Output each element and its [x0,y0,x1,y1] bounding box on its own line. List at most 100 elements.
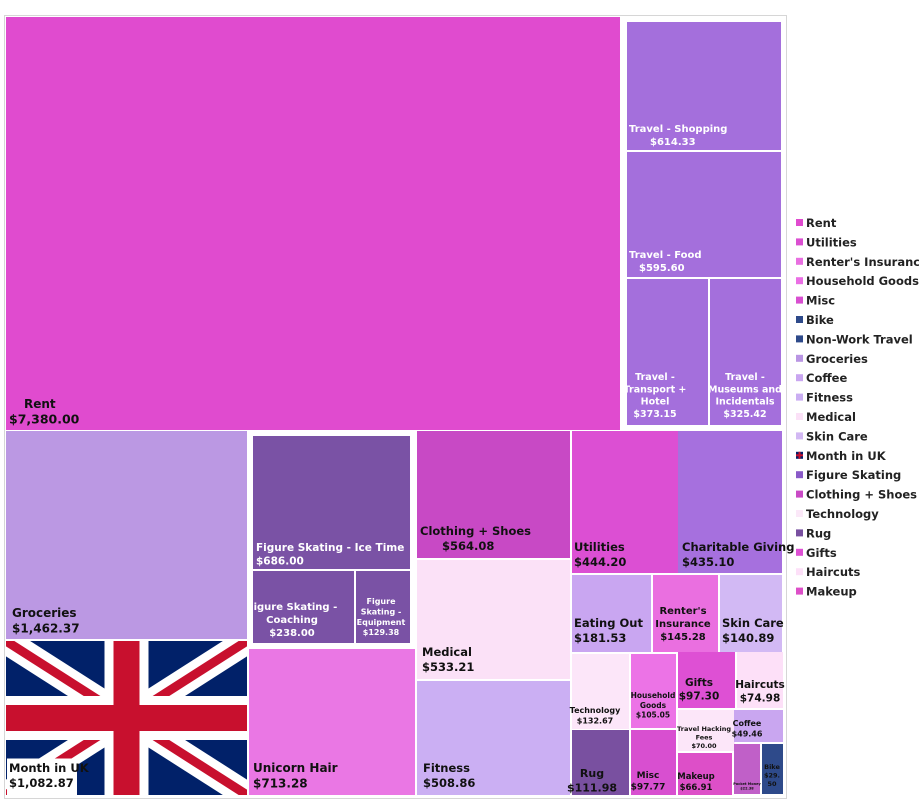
legend-item-month-in-uk: Month in UK [796,449,887,463]
tile-technology: Technology$132.67 [570,654,629,729]
tile-value-skin-care: $140.89 [722,631,774,645]
tile-label-misc: Misc [637,771,660,781]
tile-label-eating-out: Eating Out [574,616,643,630]
tile-label-travel-museums-and-incidentals-line-3: Incidentals [715,397,774,408]
legend-item-bike: Bike [796,313,834,327]
tile-rect-travel-shopping [627,22,781,150]
tile-value-technology: $132.67 [577,716,613,725]
tile-label-pocket-money: Pocket Money [733,782,761,786]
tile-rect-bike [762,744,783,794]
legend-item-rug: Rug [796,526,831,540]
tile-label-fitness: Fitness [423,761,470,775]
tile-label-household-goods-line-2: Goods [640,701,667,710]
tile-label-groceries: Groceries [12,606,77,620]
legend-item-technology: Technology [796,507,879,521]
tile-value-household-goods: $105.05 [636,711,670,720]
legend-item-haircuts: Haircuts [796,565,860,579]
tile-value-groceries: $1,462.37 [12,622,80,636]
tile-figure-skating-ice-time: Figure Skating - Ice Time $686.00 [253,436,410,569]
tile-label-travel-museums-and-incidentals-line-1: Travel - [725,372,765,383]
tile-label-rug: Rug [580,767,604,780]
tile-rect-gifts [678,652,735,708]
tile-label-figure-skating-equipment-line-2: Skating - [361,607,402,616]
tile-value-unicorn-hair: $713.28 [253,777,308,791]
tile-travel-shopping: Travel - Shopping $614.33 [627,22,781,150]
tile-rect-unicorn-hair [249,649,415,795]
tile-value-travel-museums-and-incidentals: $325.42 [723,409,766,420]
legend-swatch-misc [796,296,803,304]
tile-haircuts: Haircuts $74.98 [735,652,785,708]
legend-swatch-rug [796,529,803,537]
legend-item-figure-skating: Figure Skating [796,468,901,482]
tile-rect-haircuts [737,652,783,708]
tile-rect-groceries [6,431,247,639]
legend-item-non-work-travel: Non-Work Travel [796,332,913,346]
tile-rect-clothing-shoes [417,431,570,558]
legend-item-skin-care: Skin Care [796,429,868,443]
legend-swatch-figure-skating [796,471,803,479]
tile-label-renter-s-insurance-line-1: Renter's [659,606,706,617]
legend-swatch-fitness [796,393,803,401]
tile-rect-travel-museums-and-incidentals [710,279,781,425]
tile-month-in-uk: Month in UK$1,082.87 [6,641,247,797]
legend-swatch-skin-care [796,432,803,440]
legend-swatch-coffee [796,374,803,382]
tile-rect-utilities [572,431,678,573]
legend-label-renter-s-insurance: Renter's Insurance [806,255,919,269]
legend-label-rug: Rug [806,526,831,540]
legend-label-month-in-uk: Month in UK [806,449,887,463]
legend-swatch-non-work-travel [796,335,803,343]
tile-rect-household-goods [631,654,676,728]
tile-unicorn-hair: Unicorn Hair $713.28 [249,649,415,795]
tile-misc: Misc $97.77 [631,730,676,795]
legend-label-technology: Technology [806,507,879,521]
tile-rect-misc [631,730,676,795]
tile-value-makeup: $66.91 [680,783,713,793]
tile-value-renter-s-insurance: $145.28 [660,632,706,643]
legend-label-gifts: Gifts [806,546,837,560]
tile-rect-pocket-money [734,744,760,794]
tile-rect-rent [6,17,620,430]
legend-label-makeup: Makeup [806,585,857,599]
tile-rect-travel-hacking-fees [678,710,735,751]
tile-label-renter-s-insurance-line-2: Insurance [655,619,711,630]
tile-figure-skating-coaching: Figure Skating - Coaching $238.00 [247,571,354,643]
legend-swatch-clothing-shoes [796,490,803,498]
tile-rect-technology [572,654,629,729]
legend-label-medical: Medical [806,410,856,424]
tile-pocket-money: Pocket Money$22.38 [733,744,762,794]
tile-value-travel-shopping: $614.33 [650,137,696,148]
legend-label-figure-skating: Figure Skating [806,468,901,482]
legend-item-household-goods: Household Goods [796,274,919,288]
legend-item-medical: Medical [796,410,856,424]
tile-rect-figure-skating-coaching [253,571,354,643]
tile-rug: Rug$111.98 [567,730,629,795]
legend-item-rent: Rent [796,216,837,230]
legend-item-renter-s-insurance: Renter's Insurance [796,255,919,269]
legend-swatch-haircuts [796,568,803,576]
tile-value-utilities: $444.20 [574,555,626,569]
tile-value-figure-skating-equipment: $129.38 [363,628,400,637]
tile-label-clothing-shoes: Clothing + Shoes [420,524,531,538]
tile-label-makeup: Makeup [677,772,715,782]
tile-value-misc: $97.77 [631,783,666,793]
legend-item-fitness: Fitness [796,391,853,405]
legend-item-makeup: Makeup [796,585,857,599]
legend-label-coffee: Coffee [806,371,847,385]
tile-value-fitness: $508.86 [423,776,475,790]
tile-label-coffee: Coffee [733,719,762,728]
chart-legend: Rent Utilities Renter's Insurance Household… [796,216,919,599]
legend-item-groceries: Groceries [796,352,868,366]
tile-groceries: Groceries $1,462.37 [6,431,247,639]
legend-item-misc: Misc [796,294,835,308]
legend-label-misc: Misc [806,294,835,308]
tile-label-bike-line-2: $29. [764,771,780,779]
tile-value-rent: $7,380.00 [9,412,80,427]
tile-value-gifts: $97.30 [679,691,720,703]
legend-label-bike: Bike [806,313,834,327]
tile-value-rug: $111.98 [567,781,617,794]
tile-label-household-goods-line-1: Household [631,691,676,700]
legend-item-utilities: Utilities [796,235,857,249]
